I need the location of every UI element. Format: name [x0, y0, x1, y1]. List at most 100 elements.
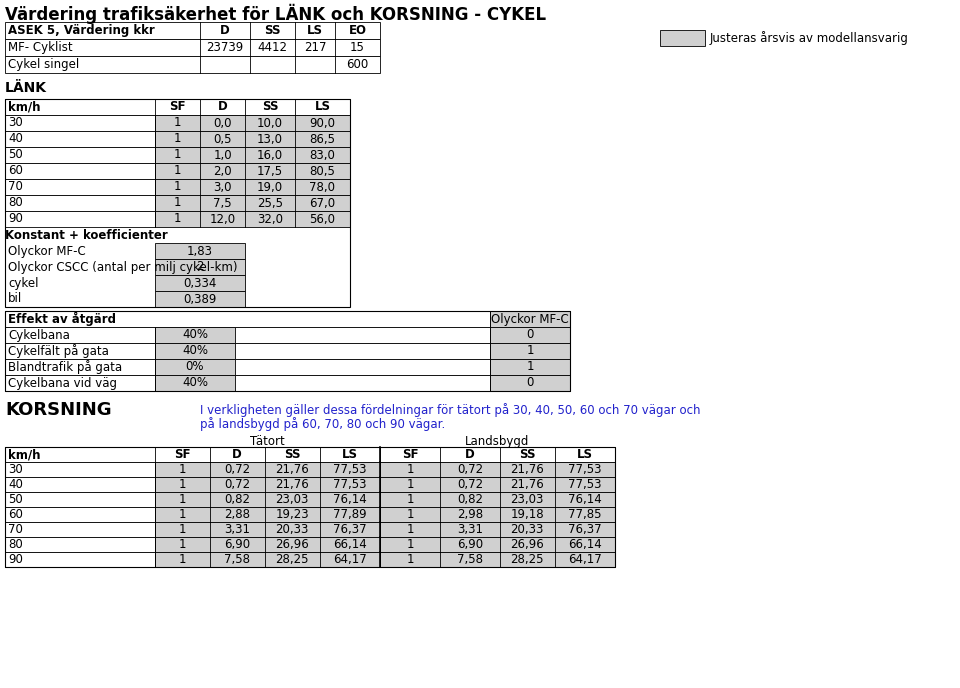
Text: 1: 1 — [179, 508, 185, 521]
Text: LS: LS — [577, 448, 593, 461]
Bar — [155, 477, 380, 492]
Text: 40: 40 — [8, 133, 23, 145]
Text: D: D — [218, 100, 228, 114]
Bar — [380, 522, 615, 537]
Text: 2,98: 2,98 — [457, 508, 483, 521]
Text: 2: 2 — [196, 261, 204, 274]
Text: 17,5: 17,5 — [257, 164, 283, 178]
Text: 21,76: 21,76 — [510, 478, 544, 491]
Text: 77,53: 77,53 — [333, 463, 367, 476]
Bar — [5, 447, 615, 462]
Text: 26,96: 26,96 — [510, 538, 544, 551]
Bar — [5, 462, 155, 477]
Bar — [5, 492, 155, 507]
Bar — [155, 131, 350, 147]
Bar — [5, 22, 380, 39]
Text: 25,5: 25,5 — [257, 197, 283, 210]
Bar — [490, 359, 570, 375]
Text: 80: 80 — [8, 538, 23, 551]
Text: Tätort: Tätort — [251, 435, 285, 448]
Text: 1: 1 — [406, 523, 414, 536]
Text: 30: 30 — [8, 116, 23, 129]
Text: 0,5: 0,5 — [213, 133, 231, 145]
Text: 40%: 40% — [182, 345, 208, 358]
Text: på landsbygd på 60, 70, 80 och 90 vägar.: på landsbygd på 60, 70, 80 och 90 vägar. — [200, 417, 445, 431]
Bar — [155, 492, 380, 507]
Text: 1: 1 — [174, 180, 181, 193]
Text: 64,17: 64,17 — [568, 553, 602, 566]
Text: 0,72: 0,72 — [457, 463, 483, 476]
Text: 12,0: 12,0 — [209, 213, 235, 226]
Text: 1: 1 — [179, 523, 185, 536]
Text: 40%: 40% — [182, 328, 208, 341]
Text: 23,03: 23,03 — [511, 493, 543, 506]
Text: 23739: 23739 — [206, 41, 244, 54]
Text: SS: SS — [262, 100, 278, 114]
Text: 1,0: 1,0 — [213, 149, 231, 162]
Text: 1: 1 — [179, 478, 185, 491]
Bar — [5, 447, 615, 567]
Bar — [155, 343, 235, 359]
Text: Olyckor MF-C: Olyckor MF-C — [492, 312, 569, 325]
Bar — [155, 163, 350, 179]
Text: 217: 217 — [303, 41, 326, 54]
Bar — [155, 195, 350, 211]
Text: Olyckor MF-C: Olyckor MF-C — [8, 244, 85, 257]
Text: 0,72: 0,72 — [457, 478, 483, 491]
Text: 1: 1 — [406, 508, 414, 521]
Text: 7,58: 7,58 — [457, 553, 483, 566]
Text: 76,14: 76,14 — [568, 493, 602, 506]
Text: 7,58: 7,58 — [224, 553, 250, 566]
Text: 16,0: 16,0 — [257, 149, 283, 162]
Bar — [5, 99, 350, 307]
Bar — [380, 552, 615, 567]
Text: SS: SS — [284, 448, 300, 461]
Bar — [5, 343, 570, 359]
Text: 1: 1 — [406, 553, 414, 566]
Text: 78,0: 78,0 — [309, 180, 335, 193]
Text: 1: 1 — [406, 538, 414, 551]
Text: 80: 80 — [8, 197, 23, 210]
Text: 0,72: 0,72 — [224, 463, 250, 476]
Text: LS: LS — [342, 448, 358, 461]
Bar — [5, 552, 155, 567]
Text: Effekt av åtgärd: Effekt av åtgärd — [8, 312, 116, 326]
Bar — [155, 327, 235, 343]
Bar — [5, 99, 350, 115]
Bar — [490, 343, 570, 359]
Text: SS: SS — [518, 448, 536, 461]
Text: 21,76: 21,76 — [276, 478, 309, 491]
Text: D: D — [466, 448, 475, 461]
Text: 28,25: 28,25 — [511, 553, 543, 566]
Text: 76,14: 76,14 — [333, 493, 367, 506]
Text: 1: 1 — [526, 361, 534, 374]
Text: Olyckor CSCC (antal per milj cykel-km): Olyckor CSCC (antal per milj cykel-km) — [8, 261, 237, 274]
Text: 28,25: 28,25 — [276, 553, 309, 566]
Bar — [5, 179, 155, 195]
Bar — [155, 115, 350, 131]
Bar — [5, 56, 380, 73]
Text: 70: 70 — [8, 180, 23, 193]
Bar — [5, 131, 155, 147]
Text: EO: EO — [348, 24, 367, 37]
Text: 77,53: 77,53 — [568, 478, 602, 491]
Text: 600: 600 — [347, 58, 369, 71]
Bar — [380, 462, 615, 477]
Text: I verkligheten gäller dessa fördelningar för tätort på 30, 40, 50, 60 och 70 väg: I verkligheten gäller dessa fördelningar… — [200, 403, 701, 417]
Text: 50: 50 — [8, 493, 23, 506]
Text: 1: 1 — [406, 493, 414, 506]
Text: 15: 15 — [350, 41, 365, 54]
Bar — [155, 359, 235, 375]
Text: KORSNING: KORSNING — [5, 401, 111, 419]
Text: 19,18: 19,18 — [510, 508, 543, 521]
Text: 77,85: 77,85 — [568, 508, 602, 521]
Text: Cykelfält på gata: Cykelfält på gata — [8, 344, 108, 358]
Bar — [155, 507, 380, 522]
Text: Cykelbana: Cykelbana — [8, 328, 70, 341]
Text: 6,90: 6,90 — [457, 538, 483, 551]
Text: km/h: km/h — [8, 100, 40, 114]
Text: 1: 1 — [174, 133, 181, 145]
Bar — [5, 359, 570, 375]
Bar — [490, 311, 570, 327]
Text: 70: 70 — [8, 523, 23, 536]
